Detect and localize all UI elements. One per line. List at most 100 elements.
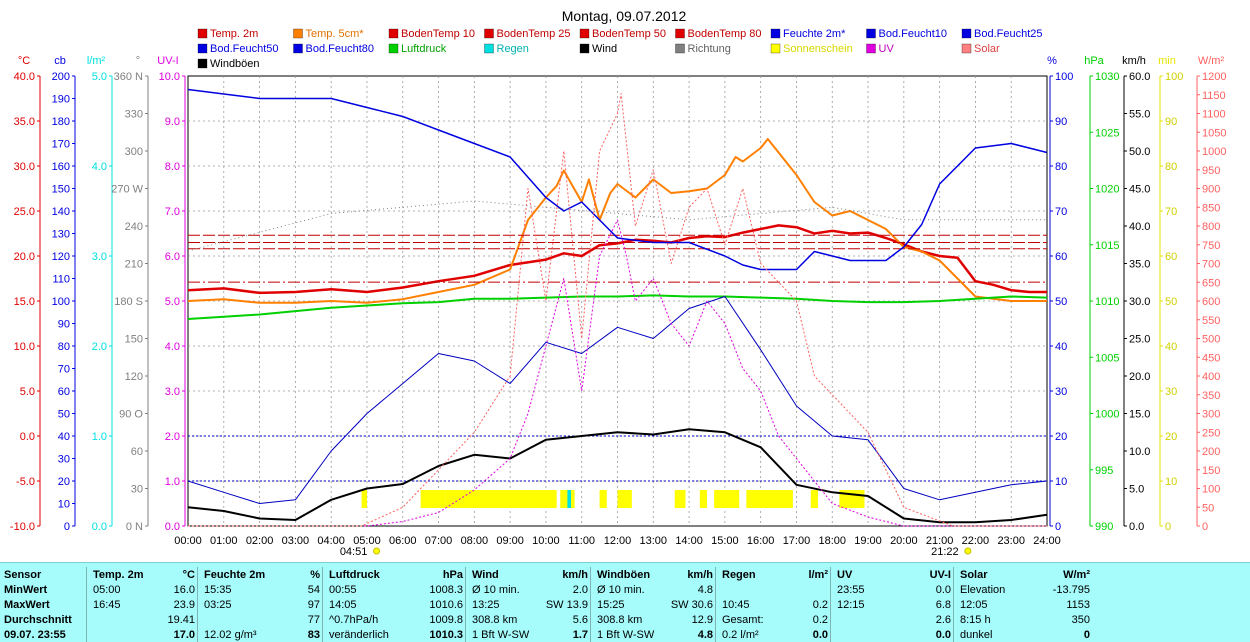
statistics-cell: 6.8 (935, 598, 951, 611)
y-tick-label: 60.0 (1129, 71, 1150, 83)
y-axis: W/m²120011501100105010009509008508007507… (1196, 55, 1226, 533)
y-tick-label: 950 (1202, 165, 1220, 177)
y-tick-label: 30.0 (1129, 296, 1150, 308)
statistics-cell (830, 627, 901, 642)
statistics-cell: 12:15 (830, 597, 901, 612)
sunshine-bar (699, 490, 707, 508)
y-axis-unit: cb (54, 55, 66, 67)
sunset-icon (964, 547, 972, 555)
legend-swatch (961, 43, 972, 54)
y-tick-label: 50 (1165, 296, 1177, 308)
statistics-cell: km/h (562, 568, 588, 581)
legend-label: BodenTemp 80 (688, 28, 762, 40)
y-tick-label: 100 (1055, 71, 1073, 83)
y-tick-label: 330 (125, 109, 143, 121)
y-tick-label: 170 (52, 139, 70, 151)
y-tick-label: 0 (1202, 521, 1208, 533)
x-tick-label: 14:00 (675, 535, 703, 547)
y-tick-label: 240 (125, 221, 143, 233)
y-tick-label: 40.0 (1129, 221, 1150, 233)
statistics-cell: W/m² (1063, 568, 1090, 581)
y-tick-label: 350 (1202, 390, 1220, 402)
statistics-table: Sensor Temp. 2m °C Feuchte 2m% Luftdruck hPa W… (2, 567, 1092, 642)
y-axis: UV-I 10.0 9.0 8.0 7.0 6.0 5.0 4.0 3.0 2.0 1.0 0.0 (157, 55, 186, 533)
statistics-cell (86, 612, 155, 627)
y-tick-label: 0 (1165, 521, 1171, 533)
statistics-cell: Ø 10 min. (465, 582, 536, 597)
y-tick-label: 150 (1202, 465, 1220, 477)
chart-svg: Montag, 09.07.2012 Temp. 2m Temp. 5cm* Bode… (10, 8, 1227, 558)
y-tick-label: 150 (125, 334, 143, 346)
statistics-cell: Solar (953, 567, 1024, 582)
y-tick-label: 550 (1202, 315, 1220, 327)
legend-swatch (484, 43, 494, 54)
y-axis: hPa 1030 1025 1020 1015 1010 1005 1000 995 990 (1084, 55, 1119, 533)
statistics-cell: 1 Bft W-SW (465, 627, 536, 642)
statistics-cell: 12.02 g/m³ (197, 627, 286, 642)
y-tick-label: 10.0 (1129, 446, 1150, 458)
x-tick-label: 06:00 (389, 535, 417, 547)
x-tick-label: 22:00 (962, 535, 990, 547)
y-tick-label: 2.0 (92, 341, 107, 353)
y-tick-label: 150 (52, 184, 70, 196)
statistics-cell: 13:25 (465, 597, 536, 612)
y-tick-label: 90 (58, 319, 70, 331)
y-tick-label: 80 (1055, 161, 1067, 173)
statistics-cell: SW 30.6 (670, 598, 713, 611)
y-tick-label: 2.0 (165, 431, 180, 443)
y-tick-label: 0 N (126, 521, 143, 533)
legend-label: BodenTemp 50 (592, 28, 666, 40)
y-tick-label: 700 (1202, 259, 1220, 271)
statistics-cell: 1010.3 (429, 628, 463, 641)
sunshine-bar (420, 490, 446, 508)
x-tick-label: 04:00 (317, 535, 345, 547)
y-tick-label: 40 (1165, 341, 1177, 353)
y-tick-label: 180 (52, 116, 70, 128)
y-axis-unit: UV-I (157, 55, 178, 67)
x-tick-label: 01:00 (210, 535, 238, 547)
statistics-cell (86, 627, 155, 642)
statistics-cell: MaxWert (4, 598, 50, 611)
statistics-header-row: Sensor Temp. 2m °C Feuchte 2m% Luftdruck hPa W… (2, 567, 1092, 582)
y-tick-label: 300 (1202, 409, 1220, 421)
y-tick-label: 0.0 (165, 521, 180, 533)
statistics-cell: Feuchte 2m (197, 567, 286, 582)
statistics-row: 09.07. 23:55 17.0 12.02 g/m³ 83 veränderlich… (2, 627, 1092, 642)
statistics-cell: 308.8 km (590, 612, 661, 627)
y-axis-unit: W/m² (1198, 55, 1225, 67)
grid (188, 76, 1047, 526)
legend-swatch (388, 43, 399, 54)
y-tick-label: 5.0 (20, 386, 35, 398)
statistics-cell: 19.41 (167, 613, 195, 626)
y-tick-label: 1025 (1095, 127, 1119, 139)
y-tick-label: 0.0 (20, 431, 35, 443)
statistics-cell: 23:55 (830, 582, 901, 597)
rain-bar (567, 490, 571, 508)
y-tick-label: 210 (125, 259, 143, 271)
series-line (187, 428, 1048, 524)
x-tick-label: 16:00 (747, 535, 775, 547)
y-tick-label: 1000 (1202, 146, 1226, 158)
y-tick-label: 850 (1202, 202, 1220, 214)
statistics-cell: 1009.8 (429, 613, 463, 626)
legend-label: Temp. 2m (210, 28, 258, 40)
y-tick-label: 70 (1165, 206, 1177, 218)
legend-label: Wind (592, 43, 617, 55)
y-tick-label: 120 (52, 251, 70, 263)
y-tick-label: 55.0 (1129, 109, 1150, 121)
x-tick-label: 09:00 (496, 535, 524, 547)
y-tick-label: 1200 (1202, 71, 1226, 83)
y-tick-label: 1.0 (92, 431, 107, 443)
sunshine-bar (746, 490, 793, 508)
statistics-cell: 09.07. 23:55 (4, 628, 66, 641)
legend-label: Bod.Feucht10 (879, 28, 948, 40)
statistics-cell: 0 (1083, 628, 1090, 641)
x-tick-label: 15:00 (711, 535, 739, 547)
x-tick-label: 18:00 (818, 535, 846, 547)
statistics-cell: Durchschnitt (4, 613, 72, 626)
y-tick-label: 20 (58, 476, 70, 488)
legend-label: Luftdruck (401, 43, 447, 55)
legend-swatch (484, 28, 494, 39)
legend-label: Richtung (688, 43, 731, 55)
